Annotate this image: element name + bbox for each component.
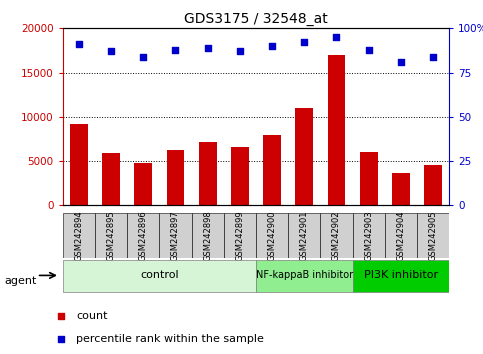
Text: percentile rank within the sample: percentile rank within the sample bbox=[76, 334, 264, 344]
Text: control: control bbox=[140, 270, 179, 280]
Bar bbox=[360, 152, 378, 205]
Text: count: count bbox=[76, 311, 107, 321]
Bar bbox=[167, 150, 185, 205]
Point bbox=[107, 48, 115, 54]
Text: NF-kappaB inhibitor: NF-kappaB inhibitor bbox=[256, 270, 353, 280]
Bar bbox=[385, 213, 417, 258]
Point bbox=[397, 59, 405, 65]
Text: GSM242905: GSM242905 bbox=[428, 211, 438, 261]
Bar bbox=[424, 166, 442, 205]
Point bbox=[333, 34, 341, 40]
Bar bbox=[296, 108, 313, 205]
Bar bbox=[199, 143, 216, 205]
Bar bbox=[127, 213, 159, 258]
Text: GSM242899: GSM242899 bbox=[235, 211, 244, 261]
Bar bbox=[192, 213, 224, 258]
Point bbox=[300, 40, 308, 45]
Bar bbox=[288, 213, 320, 258]
Text: GSM242898: GSM242898 bbox=[203, 211, 212, 261]
Text: GSM242897: GSM242897 bbox=[171, 211, 180, 261]
Text: agent: agent bbox=[5, 276, 37, 286]
Point bbox=[204, 45, 212, 51]
Text: PI3K inhibitor: PI3K inhibitor bbox=[364, 270, 438, 280]
Bar bbox=[263, 135, 281, 205]
Point bbox=[365, 47, 372, 52]
Text: GSM242896: GSM242896 bbox=[139, 211, 148, 261]
Text: GSM242901: GSM242901 bbox=[300, 211, 309, 261]
Point bbox=[57, 313, 65, 319]
Text: GSM242903: GSM242903 bbox=[364, 211, 373, 261]
Bar bbox=[224, 213, 256, 258]
Point bbox=[140, 54, 147, 59]
Bar bbox=[353, 260, 449, 292]
Bar bbox=[256, 260, 353, 292]
Bar bbox=[231, 147, 249, 205]
Text: GSM242895: GSM242895 bbox=[107, 211, 115, 261]
Bar bbox=[417, 213, 449, 258]
Bar bbox=[392, 172, 410, 205]
Point bbox=[268, 43, 276, 49]
Bar bbox=[134, 163, 152, 205]
Title: GDS3175 / 32548_at: GDS3175 / 32548_at bbox=[184, 12, 328, 26]
Bar bbox=[63, 260, 256, 292]
Bar bbox=[159, 213, 192, 258]
Bar bbox=[63, 213, 95, 258]
Point bbox=[429, 54, 437, 59]
Bar bbox=[327, 55, 345, 205]
Text: GSM242902: GSM242902 bbox=[332, 211, 341, 261]
Bar bbox=[320, 213, 353, 258]
Text: GSM242900: GSM242900 bbox=[268, 211, 277, 261]
Point bbox=[236, 48, 244, 54]
Bar bbox=[256, 213, 288, 258]
Point bbox=[75, 41, 83, 47]
Bar bbox=[95, 213, 127, 258]
Text: GSM242894: GSM242894 bbox=[74, 211, 84, 261]
Point bbox=[57, 336, 65, 342]
Bar bbox=[353, 213, 385, 258]
Bar bbox=[70, 124, 88, 205]
Bar bbox=[102, 153, 120, 205]
Point bbox=[171, 47, 179, 52]
Text: GSM242904: GSM242904 bbox=[397, 211, 405, 261]
